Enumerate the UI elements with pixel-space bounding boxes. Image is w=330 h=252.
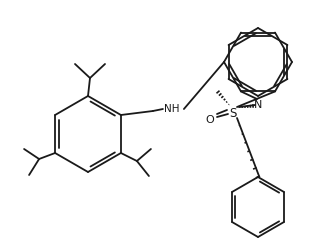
Text: NH: NH bbox=[164, 104, 180, 114]
Text: S: S bbox=[229, 106, 237, 119]
Text: N: N bbox=[254, 100, 262, 110]
Text: O: O bbox=[206, 115, 214, 124]
